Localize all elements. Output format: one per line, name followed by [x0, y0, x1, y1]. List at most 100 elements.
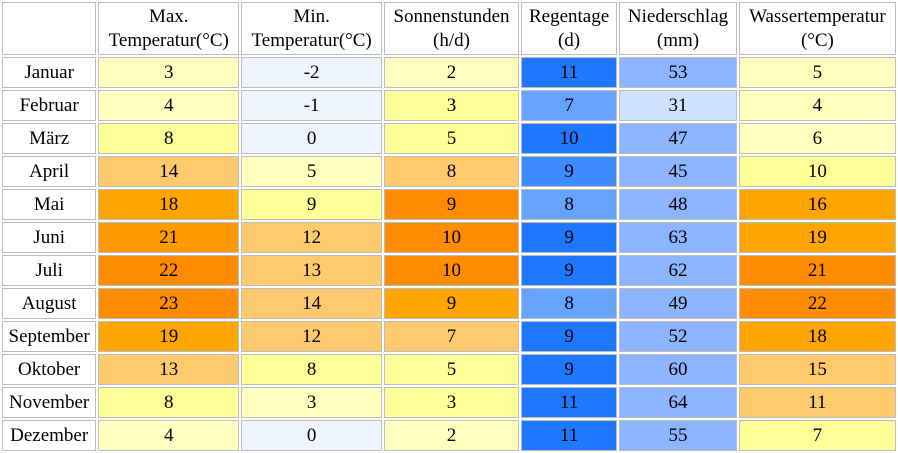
water-temperature-cell: 4 [738, 90, 896, 121]
precipitation-cell: 52 [619, 321, 737, 352]
month-label: Dezember [2, 420, 97, 451]
header-precipitation: Niederschlag (mm) [619, 2, 737, 55]
min-temperature-cell: -1 [241, 90, 383, 121]
precipitation-cell: 62 [619, 255, 737, 286]
sunshine-hours-cell: 9 [384, 288, 519, 319]
sunshine-hours-cell: 5 [384, 354, 519, 385]
header-min-temperature-line1: Min. [293, 5, 330, 27]
table-row: Juli 22 13 10 9 62 21 [2, 255, 896, 286]
rain-days-cell: 11 [520, 57, 618, 88]
max-temperature-cell: 18 [98, 189, 240, 220]
sunshine-hours-cell: 10 [384, 255, 519, 286]
precipitation-cell: 45 [619, 156, 737, 187]
header-sunshine-hours-line2: (h/d) [433, 29, 470, 51]
sunshine-hours-cell: 5 [384, 123, 519, 154]
water-temperature-cell: 22 [738, 288, 896, 319]
max-temperature-cell: 21 [98, 222, 240, 253]
sunshine-hours-cell: 10 [384, 222, 519, 253]
rain-days-cell: 11 [520, 387, 618, 418]
rain-days-cell: 9 [520, 222, 618, 253]
table-row: Februar 4 -1 3 7 31 4 [2, 90, 896, 121]
sunshine-hours-cell: 3 [384, 90, 519, 121]
min-temperature-cell: 14 [241, 288, 383, 319]
header-corner [2, 2, 97, 55]
min-temperature-cell: 13 [241, 255, 383, 286]
sunshine-hours-cell: 2 [384, 57, 519, 88]
max-temperature-cell: 19 [98, 321, 240, 352]
table-row: Juni 21 12 10 9 63 19 [2, 222, 896, 253]
min-temperature-cell: 9 [241, 189, 383, 220]
table-row: Dezember 4 0 2 11 55 7 [2, 420, 896, 451]
precipitation-cell: 60 [619, 354, 737, 385]
month-label: Mai [2, 189, 97, 220]
sunshine-hours-cell: 8 [384, 156, 519, 187]
rain-days-cell: 11 [520, 420, 618, 451]
precipitation-cell: 47 [619, 123, 737, 154]
header-min-temperature-line2: Temperatur(°C) [251, 29, 372, 51]
min-temperature-cell: 8 [241, 354, 383, 385]
max-temperature-cell: 14 [98, 156, 240, 187]
precipitation-cell: 53 [619, 57, 737, 88]
month-label: Oktober [2, 354, 97, 385]
header-max-temperature-line1: Max. [148, 5, 189, 27]
water-temperature-cell: 16 [738, 189, 896, 220]
min-temperature-cell: 12 [241, 222, 383, 253]
max-temperature-cell: 8 [98, 387, 240, 418]
sunshine-hours-cell: 9 [384, 189, 519, 220]
rain-days-cell: 8 [520, 189, 618, 220]
header-sunshine-hours: Sonnenstunden (h/d) [384, 2, 519, 55]
sunshine-hours-cell: 2 [384, 420, 519, 451]
water-temperature-cell: 11 [738, 387, 896, 418]
max-temperature-cell: 4 [98, 420, 240, 451]
precipitation-cell: 31 [619, 90, 737, 121]
header-precipitation-line1: Niederschlag [627, 5, 729, 27]
header-rain-days-line1: Regentage [528, 5, 610, 27]
table-row: März 8 0 5 10 47 6 [2, 123, 896, 154]
header-max-temperature: Max. Temperatur(°C) [98, 2, 240, 55]
precipitation-cell: 63 [619, 222, 737, 253]
min-temperature-cell: -2 [241, 57, 383, 88]
water-temperature-cell: 18 [738, 321, 896, 352]
header-min-temperature: Min. Temperatur(°C) [241, 2, 383, 55]
water-temperature-cell: 10 [738, 156, 896, 187]
rain-days-cell: 7 [520, 90, 618, 121]
max-temperature-cell: 13 [98, 354, 240, 385]
water-temperature-cell: 7 [738, 420, 896, 451]
precipitation-cell: 64 [619, 387, 737, 418]
table-row: April 14 5 8 9 45 10 [2, 156, 896, 187]
header-row: Max. Temperatur(°C) Min. Temperatur(°C) … [2, 2, 896, 55]
month-label: März [2, 123, 97, 154]
table-row: Oktober 13 8 5 9 60 15 [2, 354, 896, 385]
header-water-temperature-line1: Wassertemperatur [749, 5, 886, 27]
max-temperature-cell: 23 [98, 288, 240, 319]
water-temperature-cell: 5 [738, 57, 896, 88]
month-label: Februar [2, 90, 97, 121]
max-temperature-cell: 22 [98, 255, 240, 286]
min-temperature-cell: 12 [241, 321, 383, 352]
precipitation-cell: 48 [619, 189, 737, 220]
rain-days-cell: 9 [520, 321, 618, 352]
sunshine-hours-cell: 3 [384, 387, 519, 418]
table-row: November 8 3 3 11 64 11 [2, 387, 896, 418]
month-label: Juni [2, 222, 97, 253]
min-temperature-cell: 0 [241, 123, 383, 154]
month-label: November [2, 387, 97, 418]
month-label: September [2, 321, 97, 352]
table-row: August 23 14 9 8 49 22 [2, 288, 896, 319]
water-temperature-cell: 15 [738, 354, 896, 385]
sunshine-hours-cell: 7 [384, 321, 519, 352]
month-label: Januar [2, 57, 97, 88]
table-row: Mai 18 9 9 8 48 16 [2, 189, 896, 220]
rain-days-cell: 9 [520, 255, 618, 286]
header-rain-days-line2: (d) [557, 29, 581, 51]
max-temperature-cell: 4 [98, 90, 240, 121]
table-row: Januar 3 -2 2 11 53 5 [2, 57, 896, 88]
min-temperature-cell: 0 [241, 420, 383, 451]
header-precipitation-line2: (mm) [656, 29, 700, 51]
header-water-temperature-line2: (°C) [800, 29, 834, 51]
header-sunshine-hours-line1: Sonnenstunden [393, 5, 510, 27]
table-row: September 19 12 7 9 52 18 [2, 321, 896, 352]
precipitation-cell: 49 [619, 288, 737, 319]
rain-days-cell: 10 [520, 123, 618, 154]
